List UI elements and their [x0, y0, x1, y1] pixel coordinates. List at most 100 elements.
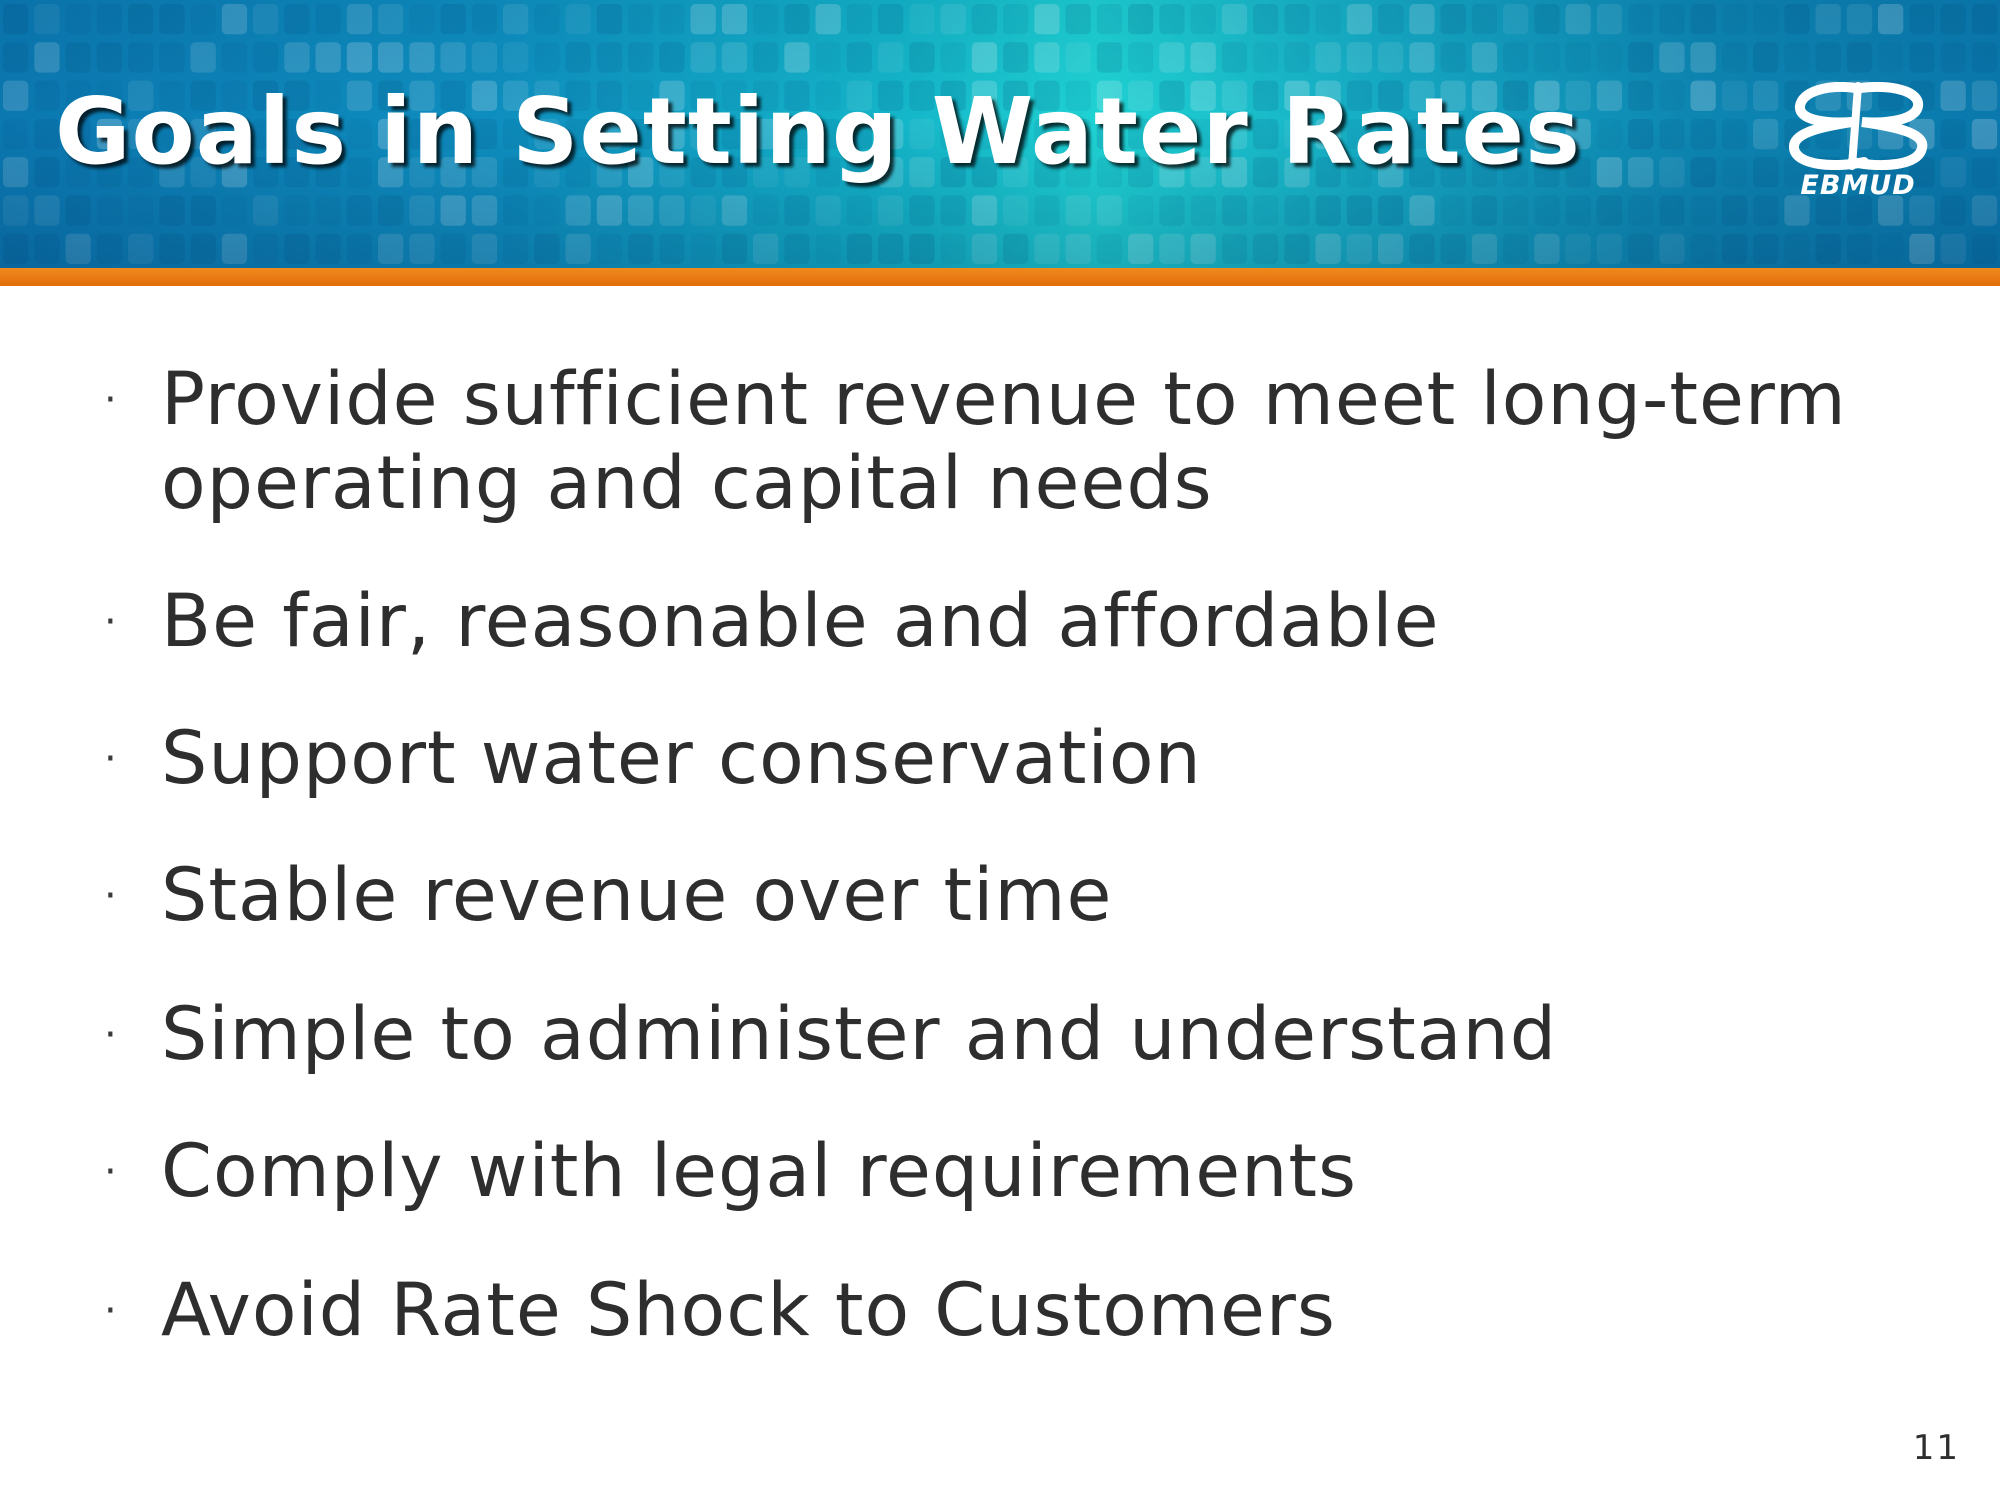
header-tile	[1221, 233, 1248, 264]
header-tile	[409, 118, 435, 150]
header-tile	[971, 195, 998, 226]
header-tile	[1753, 118, 1779, 150]
header-tile	[878, 233, 904, 264]
header-tile	[409, 233, 435, 264]
header-tile	[96, 233, 123, 264]
header-tile	[440, 4, 466, 35]
header-tile	[909, 195, 935, 226]
header-tile	[1971, 157, 1998, 188]
bullet-item: · Stable revenue over time	[0, 854, 2000, 993]
header-tile	[1128, 157, 1154, 188]
header-tile	[940, 118, 966, 150]
header-tile	[1003, 157, 1029, 188]
header-tile	[315, 4, 341, 35]
header-tile	[1878, 195, 1904, 226]
header-tile	[34, 195, 60, 226]
header-tile	[1315, 42, 1341, 73]
header-tile	[1815, 233, 1841, 264]
header-tile	[1096, 80, 1123, 111]
header-tile	[659, 118, 685, 150]
header-tile	[1846, 233, 1873, 264]
header-tile	[1784, 233, 1810, 264]
header-tile	[1159, 195, 1185, 226]
header-tile	[378, 80, 404, 111]
header-tile	[284, 4, 310, 35]
header-tile	[846, 233, 873, 264]
header-tile	[753, 80, 779, 111]
header-tile	[1534, 118, 1560, 150]
header-tile	[1659, 157, 1685, 188]
slide-title: Goals in Setting Water Rates	[55, 78, 1581, 185]
header-tile	[3, 42, 29, 73]
header-tile	[471, 157, 498, 188]
header-tile	[1628, 233, 1654, 264]
header-tile	[190, 233, 216, 264]
header-tile	[1159, 42, 1185, 73]
header-tile	[534, 195, 560, 226]
header-tile	[159, 42, 185, 73]
header-tile	[1128, 4, 1154, 35]
header-tile	[253, 233, 279, 264]
header-tile	[159, 157, 185, 188]
header-tile	[1534, 42, 1560, 73]
header-tile	[1909, 42, 1935, 73]
header-tile	[1003, 42, 1029, 73]
header-tile	[190, 157, 216, 188]
header-tile	[1440, 118, 1466, 150]
header-tile	[1690, 157, 1716, 188]
header-tile	[65, 80, 91, 111]
header-tile	[346, 195, 373, 226]
header-banner: Goals in Setting Water Rates EBMUD	[0, 0, 2000, 268]
header-tile	[346, 4, 373, 35]
header-tile	[1784, 195, 1810, 226]
header-tile	[315, 42, 341, 73]
header-tile	[440, 195, 466, 226]
header-tile	[628, 157, 654, 188]
header-tile	[96, 4, 123, 35]
header-tile	[721, 80, 748, 111]
header-tile	[471, 195, 498, 226]
header-tile	[1253, 195, 1279, 226]
header-tile	[690, 157, 716, 188]
header-tile	[596, 80, 623, 111]
header-tile	[1690, 233, 1716, 264]
header-tile	[440, 157, 466, 188]
header-tile	[65, 195, 91, 226]
header-tile	[1846, 4, 1873, 35]
header-tile	[878, 195, 904, 226]
header-tile	[1940, 195, 1966, 226]
header-tile	[284, 195, 310, 226]
header-tile	[1378, 80, 1404, 111]
header-tile	[1065, 118, 1091, 150]
header-tile	[34, 80, 60, 111]
header-tile	[1003, 4, 1029, 35]
header-tile	[1346, 118, 1373, 150]
header-tile	[3, 4, 29, 35]
header-tile	[1034, 4, 1060, 35]
header-tile	[1096, 195, 1123, 226]
header-tile	[1159, 4, 1185, 35]
bullet-item: · Simple to administer and understand	[0, 993, 2000, 1130]
header-tile	[34, 118, 60, 150]
header-tile	[846, 4, 873, 35]
header-tile	[565, 42, 591, 73]
header-tile	[659, 80, 685, 111]
header-tile	[3, 233, 29, 264]
header-tile	[1628, 195, 1654, 226]
header-tile	[846, 157, 873, 188]
header-tile	[971, 157, 998, 188]
header-tile	[846, 80, 873, 111]
header-tile	[1753, 233, 1779, 264]
header-tile	[940, 4, 966, 35]
header-tile	[221, 233, 248, 264]
header-tile	[159, 233, 185, 264]
bullet-dot: ·	[104, 377, 117, 423]
header-tile	[378, 195, 404, 226]
header-tile	[440, 80, 466, 111]
header-tile	[1346, 195, 1373, 226]
header-tile	[471, 118, 498, 150]
header-tile	[909, 118, 935, 150]
header-tile	[1065, 195, 1091, 226]
header-tile	[753, 233, 779, 264]
header-tile	[1346, 157, 1373, 188]
